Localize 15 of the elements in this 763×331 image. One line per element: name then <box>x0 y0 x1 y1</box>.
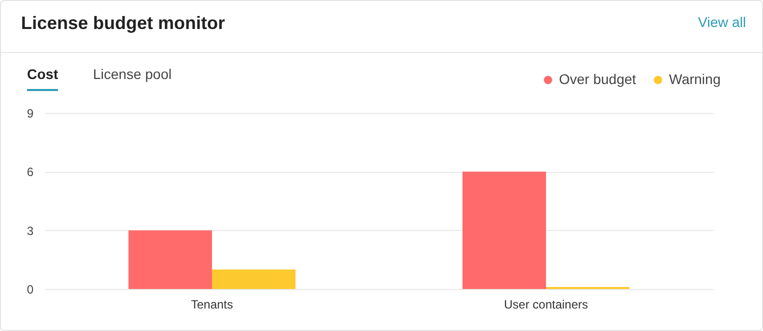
chart-title: License budget monitor <box>21 13 226 34</box>
bar <box>212 269 296 289</box>
bar <box>462 172 546 289</box>
y-tick-label: 0 <box>26 282 34 296</box>
text: Cost <box>27 66 58 91</box>
legend-label: Over budget <box>559 71 636 87</box>
y-tick-label: 6 <box>26 165 34 180</box>
legend-label: Warning <box>669 71 721 87</box>
y-tick-label: 3 <box>26 224 34 238</box>
y-tick-label: 9 <box>26 106 34 120</box>
text: License pool <box>93 66 172 82</box>
text: View all <box>698 14 746 30</box>
x-tick-label: User containers <box>504 298 588 312</box>
bar <box>128 230 212 289</box>
x-tick-label: Tenants <box>190 298 234 312</box>
